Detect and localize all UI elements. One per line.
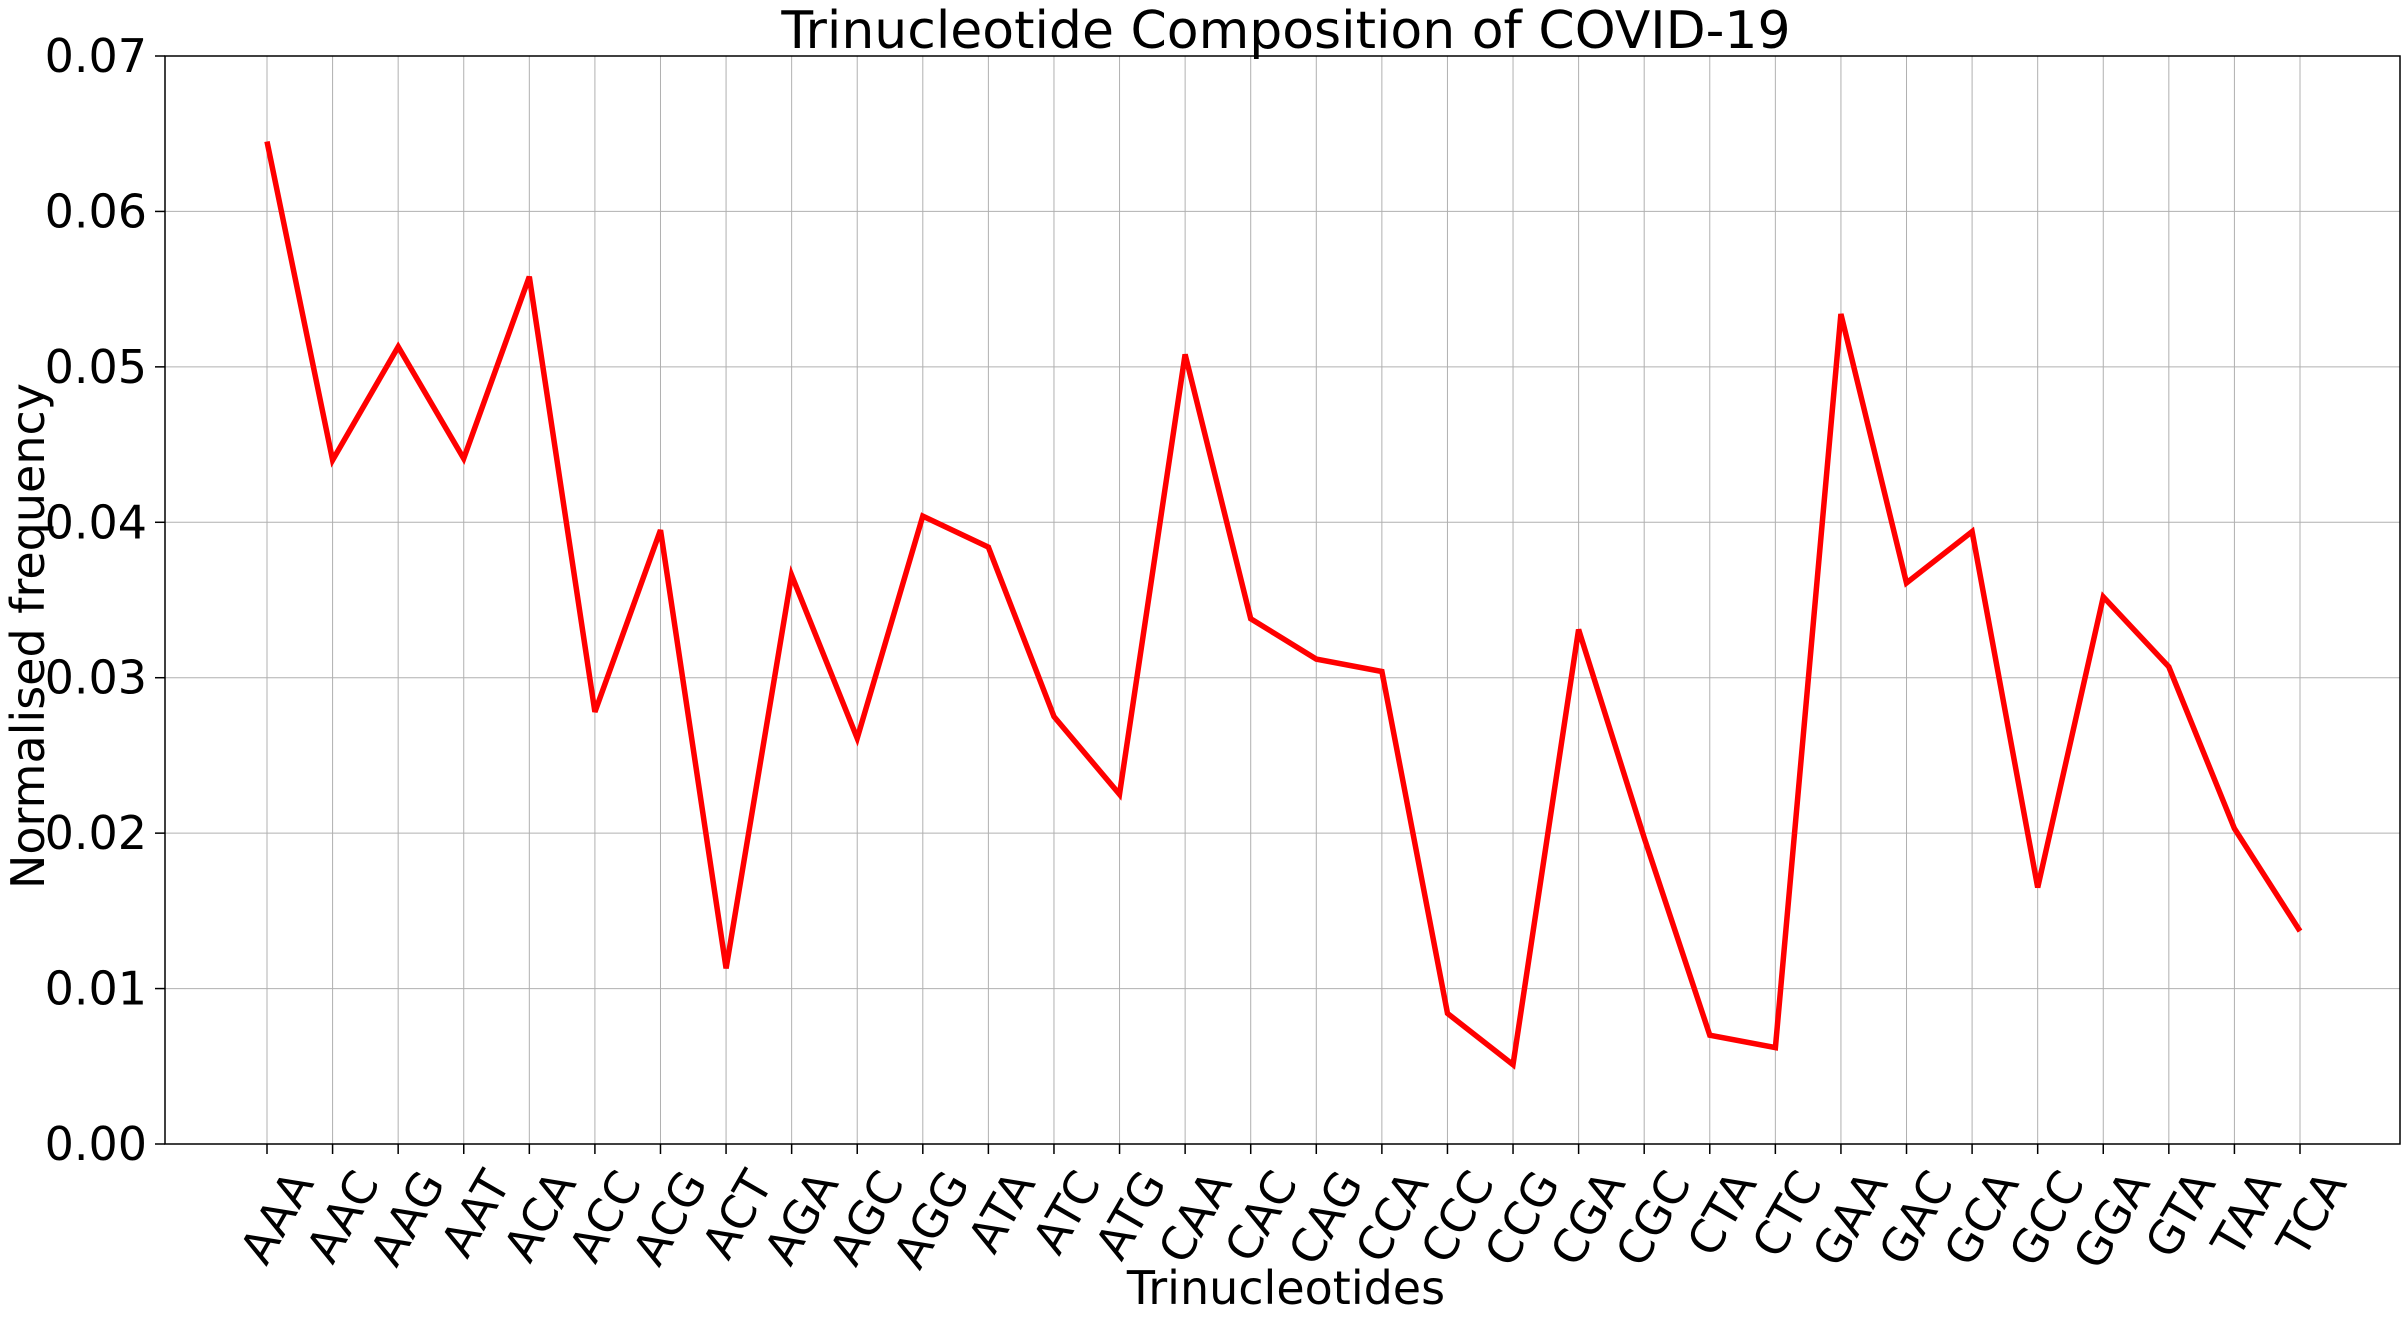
- y-tick-label: 0.07: [45, 29, 147, 83]
- y-tick-label: 0.00: [45, 1117, 147, 1171]
- chart-title: Trinucleotide Composition of COVID-19: [780, 1, 1790, 61]
- x-tick-label: TAA: [2200, 1161, 2292, 1266]
- y-tick-label: 0.06: [45, 184, 147, 238]
- x-axis-label: Trinucleotides: [1126, 1261, 1445, 1315]
- grid: [165, 56, 2400, 1144]
- x-axis-ticks: AAAAACAAGAATACAACCACGACTAGAAGCAGGATAATCA…: [229, 1144, 2358, 1278]
- x-tick-label: TCA: [2266, 1161, 2358, 1266]
- y-tick-label: 0.02: [45, 806, 147, 860]
- y-tick-label: 0.04: [45, 495, 147, 549]
- series-line: [264, 140, 2303, 1070]
- x-tick-label: ACA: [493, 1161, 587, 1270]
- x-tick-label: GTA: [2134, 1161, 2226, 1266]
- plot-area-frame: [164, 55, 2401, 1145]
- y-axis-label: Normalised frequency: [1, 383, 55, 889]
- y-tick-label: 0.03: [45, 651, 147, 705]
- x-tick-label: CTA: [1676, 1161, 1767, 1265]
- y-tick-label: 0.05: [45, 340, 147, 394]
- x-tick-label: ATA: [957, 1161, 1046, 1261]
- series-layer: [264, 140, 2303, 1070]
- y-tick-label: 0.01: [45, 962, 147, 1016]
- y-axis-ticks: 0.00 0.01 0.02 0.03 0.04 0.05 0.06 0.07: [45, 29, 165, 1171]
